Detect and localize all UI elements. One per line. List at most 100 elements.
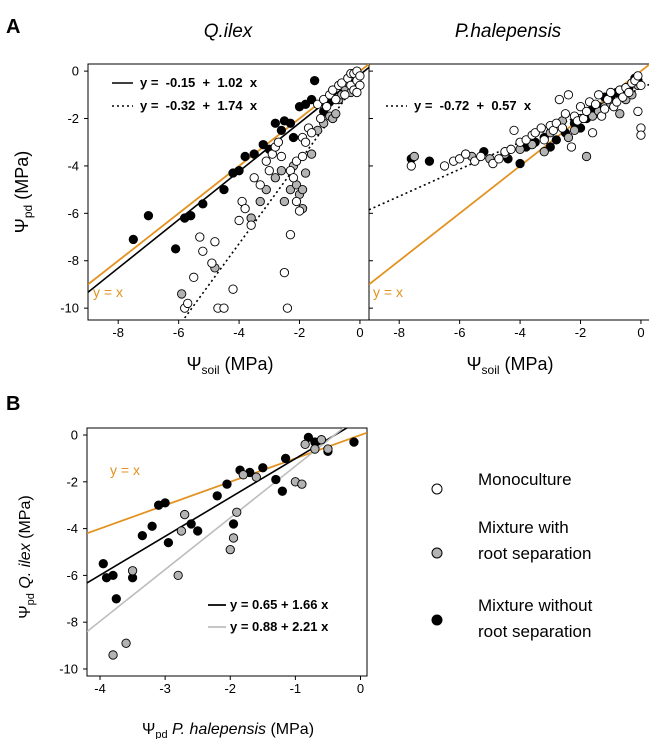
y-tick-label-qilex: -8	[67, 253, 79, 268]
point-no-separation	[249, 149, 259, 159]
point-no-separation	[234, 166, 244, 176]
y-tick-label-qilex: -10	[60, 301, 79, 316]
point-no-separation	[545, 142, 555, 152]
point-separation	[323, 444, 333, 454]
point-monoculture	[618, 92, 628, 102]
point-no-separation	[277, 486, 287, 496]
point-separation	[297, 479, 307, 489]
point-monoculture	[297, 151, 308, 162]
point-monoculture	[300, 137, 311, 147]
point-no-separation	[212, 491, 222, 501]
point-no-separation	[111, 594, 121, 604]
x-tick-label-qilex: -6	[173, 325, 185, 340]
x-tick-label-phalepensis: -2	[575, 325, 587, 340]
point-monoculture	[521, 135, 531, 145]
point-monoculture	[183, 298, 193, 309]
y-tick-label-b: 0	[71, 428, 78, 443]
point-separation	[300, 439, 310, 450]
point-separation	[569, 125, 580, 136]
y-tick-label-qilex: 0	[72, 64, 79, 79]
point-monoculture	[240, 203, 250, 214]
point-monoculture	[355, 71, 365, 81]
x-tick-label-b: -4	[94, 681, 106, 696]
point-no-separation	[137, 530, 147, 541]
x-axis-label-qilex: Ψsoil (MPa)	[186, 354, 273, 377]
point-monoculture	[439, 161, 450, 171]
point-monoculture	[566, 142, 577, 152]
point-no-separation	[551, 135, 561, 145]
x-tick-label-phalepensis: -4	[514, 325, 526, 340]
point-monoculture	[279, 267, 290, 278]
point-monoculture	[539, 135, 549, 145]
legend-label-no-separation-1: Mixture without	[478, 596, 593, 615]
point-monoculture	[210, 237, 220, 247]
legend-label-monoculture: Monoculture	[478, 470, 572, 489]
point-separation	[173, 570, 183, 581]
y-axis-label-b: Ψpd Q. ilex (MPa)	[17, 495, 37, 618]
point-no-separation	[193, 526, 203, 536]
point-separation	[615, 109, 625, 119]
panel-letter-a: A	[6, 16, 20, 38]
point-no-separation	[271, 474, 281, 485]
point-monoculture	[288, 173, 299, 183]
point-monoculture	[291, 196, 302, 207]
y-axis-label-a: Ψpd (MPa)	[12, 151, 35, 233]
legend-label-separation-2: root separation	[478, 544, 591, 563]
point-monoculture	[264, 166, 274, 176]
point-separation	[255, 196, 265, 207]
point-separation	[177, 289, 187, 299]
point-monoculture	[328, 85, 338, 95]
point-no-separation	[349, 437, 359, 447]
fit-equation-phalepensis: y = -0.72 + 0.57 x	[414, 98, 532, 113]
point-no-separation	[306, 94, 317, 105]
point-monoculture	[563, 90, 574, 100]
point-monoculture	[470, 156, 480, 166]
point-monoculture	[322, 102, 332, 112]
y-tick-label-b: -10	[59, 661, 78, 676]
panel-letter-b: B	[6, 393, 20, 415]
y-tick-label-b: -4	[66, 521, 78, 536]
point-no-separation	[515, 158, 525, 169]
point-monoculture	[261, 156, 271, 166]
point-monoculture	[273, 137, 284, 147]
point-separation	[300, 168, 311, 178]
point-separation	[251, 472, 261, 482]
point-separation	[270, 173, 280, 183]
point-monoculture	[581, 106, 592, 117]
x-tick-label-phalepensis: -6	[454, 325, 466, 340]
plot-area-phalepensis	[369, 64, 649, 286]
point-no-separation	[300, 99, 311, 109]
point-monoculture	[406, 161, 416, 171]
point-monoculture	[316, 113, 326, 124]
point-no-separation	[228, 519, 239, 529]
legend-marker-monoculture	[431, 483, 443, 495]
point-separation	[527, 139, 537, 150]
plot-area-b	[87, 428, 367, 660]
point-no-separation	[424, 156, 435, 166]
point-no-separation	[147, 521, 157, 531]
point-monoculture	[509, 125, 519, 136]
point-separation	[228, 533, 239, 543]
point-no-separation	[280, 453, 291, 464]
x-tick-label-b: -2	[224, 681, 236, 696]
x-tick-label-qilex: 0	[356, 325, 363, 340]
point-monoculture	[506, 144, 516, 154]
x-tick-label-b: -1	[290, 681, 302, 696]
y-tick-label-qilex: -4	[67, 158, 79, 173]
one-to-one-label-qilex: y = x	[93, 284, 123, 300]
point-monoculture	[249, 173, 259, 183]
point-separation	[563, 132, 574, 143]
legend-marker-no-separation	[431, 614, 443, 626]
axes-ticks: -8 -6 -4 -2 00-2-4-6-8-10-8 -6 -4 -2 0-4 -3 -2 -1 00…	[59, 64, 644, 696]
fit-equation-qilex-1: y = -0.15 + 1.02 x	[140, 75, 258, 90]
point-no-separation	[285, 118, 296, 128]
point-monoculture	[551, 118, 561, 128]
y-tick-label-b: -6	[66, 568, 78, 583]
point-no-separation	[163, 537, 174, 548]
plot-frame-phalepensis	[368, 63, 649, 321]
point-separation	[331, 109, 341, 119]
point-separation	[310, 444, 320, 454]
x-tick-label-b: 0	[357, 681, 364, 696]
point-separation	[587, 111, 598, 121]
